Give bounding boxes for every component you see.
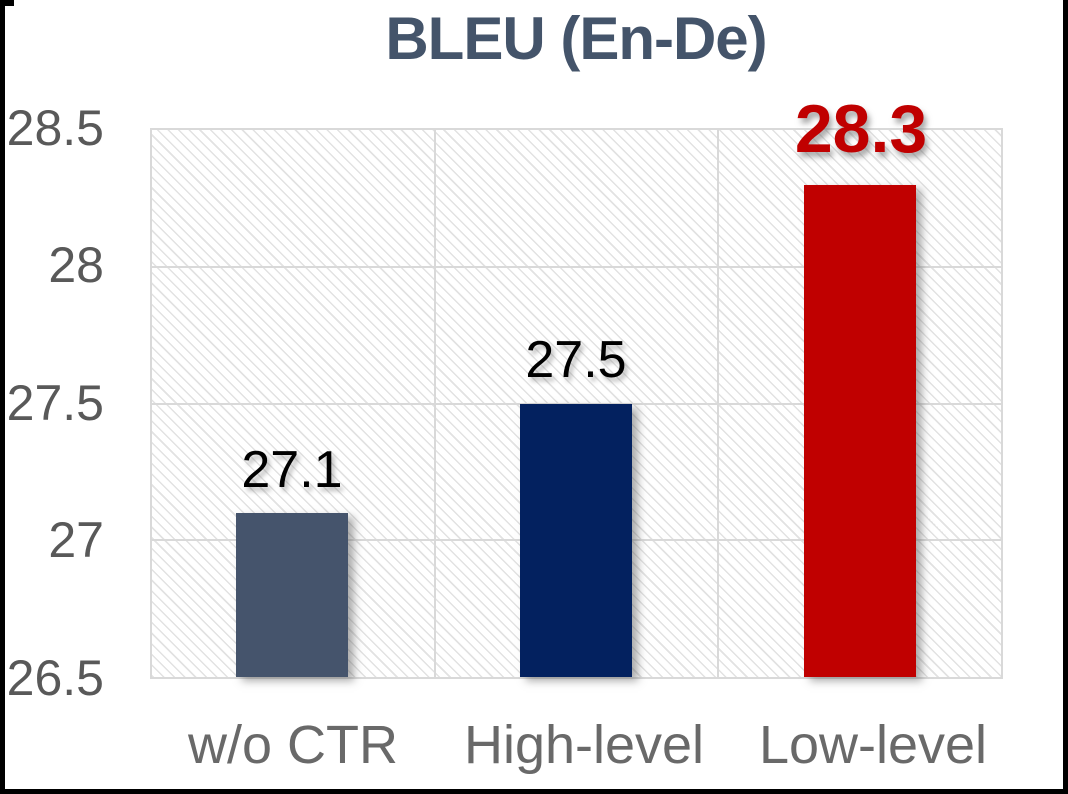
value-label-wo-ctr: 27.1 xyxy=(241,441,343,499)
frame-border-bottom xyxy=(0,789,1068,794)
x-label-high-level: High-level xyxy=(463,715,705,775)
frame-corner-mark xyxy=(0,0,14,6)
value-label-low-level: 28.3 xyxy=(794,91,928,167)
y-tick-28: 28 xyxy=(48,237,104,293)
y-tick-27-5: 27.5 xyxy=(6,375,104,431)
gridline-category-1 xyxy=(433,130,436,677)
frame-border-left xyxy=(0,0,5,794)
bar-low-level xyxy=(804,184,916,677)
x-label-wo-ctr: w/o CTR xyxy=(187,715,399,775)
chart-title: BLEU (En-De) xyxy=(385,5,767,72)
plot-area xyxy=(150,128,1003,679)
gridline-category-2 xyxy=(717,130,719,677)
y-tick-28-5: 28.5 xyxy=(6,100,104,156)
gridline-28 xyxy=(152,265,1001,268)
frame-border-right xyxy=(1063,0,1068,794)
bar-high-level xyxy=(520,403,632,677)
y-tick-27: 27 xyxy=(48,512,104,568)
value-label-high-level: 27.5 xyxy=(525,331,627,389)
x-label-low-level: Low-level xyxy=(758,715,988,775)
y-tick-26-5: 26.5 xyxy=(6,650,104,706)
bar-wo-ctr xyxy=(236,512,348,677)
